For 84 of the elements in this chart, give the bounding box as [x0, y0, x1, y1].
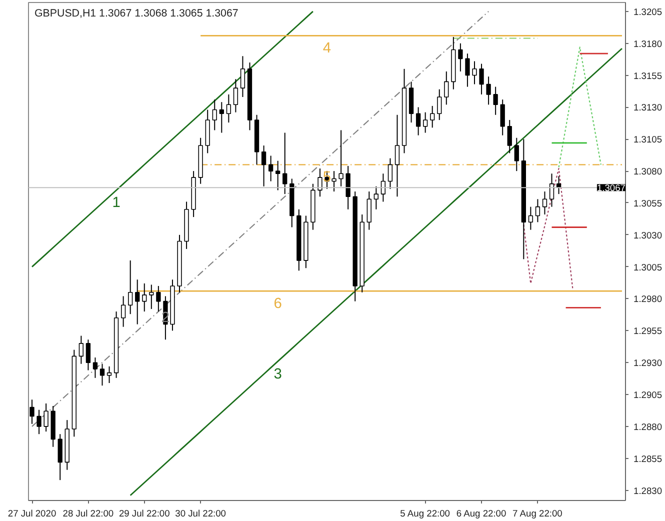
candlestick	[423, 112, 428, 134]
candlestick	[318, 168, 322, 198]
candlestick	[268, 155, 274, 182]
line-series	[558, 46, 602, 168]
candlestick	[535, 198, 540, 223]
series-label: 1	[112, 195, 120, 212]
candlestick	[233, 78, 238, 113]
candlestick	[472, 60, 477, 85]
y-tick-label: 1.3130	[634, 102, 662, 113]
text: GBPUSD,H1 1.3067 1.3068 1.3065 1.3067	[34, 8, 238, 20]
y-tick-label: 1.2930	[634, 358, 662, 368]
candlestick	[394, 114, 400, 198]
candlestick	[36, 409, 42, 435]
candlestick	[416, 106, 421, 136]
candlestick	[212, 99, 217, 131]
y-tick-label: 1.3105	[634, 134, 662, 145]
candlestick	[135, 279, 140, 325]
candlestick	[458, 42, 463, 72]
x-tick-label: 29 Jul 22:00	[118, 508, 170, 518]
candlestick	[78, 335, 84, 364]
x-tick-label: 6 Aug 22:00	[456, 508, 506, 518]
candlestick	[120, 296, 126, 328]
x-tick-label: 5 Aug 22:00	[400, 508, 450, 518]
candlestick	[58, 434, 62, 481]
candlestick	[332, 170, 336, 192]
candlestick	[465, 53, 470, 88]
candlestick	[219, 102, 224, 134]
candlestick	[437, 88, 442, 120]
y-tick-label: 1.2955	[634, 326, 662, 336]
candlestick	[156, 285, 161, 312]
line-series	[523, 168, 574, 290]
candlestick	[240, 56, 246, 98]
candlestick	[100, 363, 105, 386]
x-tick-label: 28 Jul 22:00	[62, 508, 114, 518]
candlestick	[479, 63, 484, 95]
series-label: 3	[274, 366, 282, 382]
candlestick	[430, 105, 435, 128]
y-tick-label: 1.3205	[634, 6, 662, 17]
candlestick	[388, 158, 393, 190]
candlestick	[346, 165, 350, 210]
candlestick	[86, 339, 91, 371]
y-tick-label: 1.2880	[634, 422, 662, 432]
x-tick-label: 7 Aug 22:00	[512, 508, 562, 518]
y-tick-label: 1.2905	[634, 390, 662, 400]
y-tick-label: 1.3155	[634, 70, 662, 81]
candlestick	[380, 173, 386, 202]
series-label: 6	[274, 296, 282, 312]
x-tick-label: 30 Jul 22:00	[175, 508, 226, 518]
candlestick	[500, 99, 505, 136]
candlestick	[149, 284, 154, 310]
candlestick	[261, 145, 266, 187]
candlestick	[30, 399, 34, 424]
candlestick	[374, 186, 378, 210]
candlestick	[44, 402, 48, 432]
y-tick-label: 1.3030	[634, 230, 662, 240]
candlestick	[514, 137, 519, 172]
candlestick	[282, 132, 288, 195]
y-tick-label: 1.3180	[634, 38, 662, 49]
candlestick	[493, 86, 498, 116]
candlestick	[366, 190, 372, 230]
candlestick	[276, 160, 280, 191]
y-tick-label: 1.3055	[634, 198, 662, 208]
candlestick	[338, 130, 344, 187]
line-series	[31, 10, 314, 268]
x-tick-label: 27 Jul 2020	[8, 508, 56, 518]
y-tick-label: 1.2980	[634, 294, 662, 304]
candlestick	[507, 119, 512, 154]
ref-line-label: 1.3067	[596, 183, 626, 194]
candlestick	[444, 70, 449, 106]
candlestick	[528, 206, 534, 230]
candlestick	[542, 190, 548, 215]
candlestick	[92, 356, 98, 378]
candlestick	[549, 173, 554, 208]
candlestick	[106, 366, 112, 384]
candlestick	[226, 94, 231, 124]
y-tick-label: 1.3080	[634, 166, 662, 177]
y-tick-label: 1.2830	[634, 486, 662, 496]
y-tick-label: 1.2855	[634, 454, 662, 464]
y-tick-label: 1.3005	[634, 262, 662, 272]
candlestick	[128, 260, 133, 315]
series-label: 4	[322, 40, 332, 57]
candlestick	[142, 282, 147, 312]
candlestick	[486, 76, 491, 106]
line-series	[31, 10, 490, 427]
